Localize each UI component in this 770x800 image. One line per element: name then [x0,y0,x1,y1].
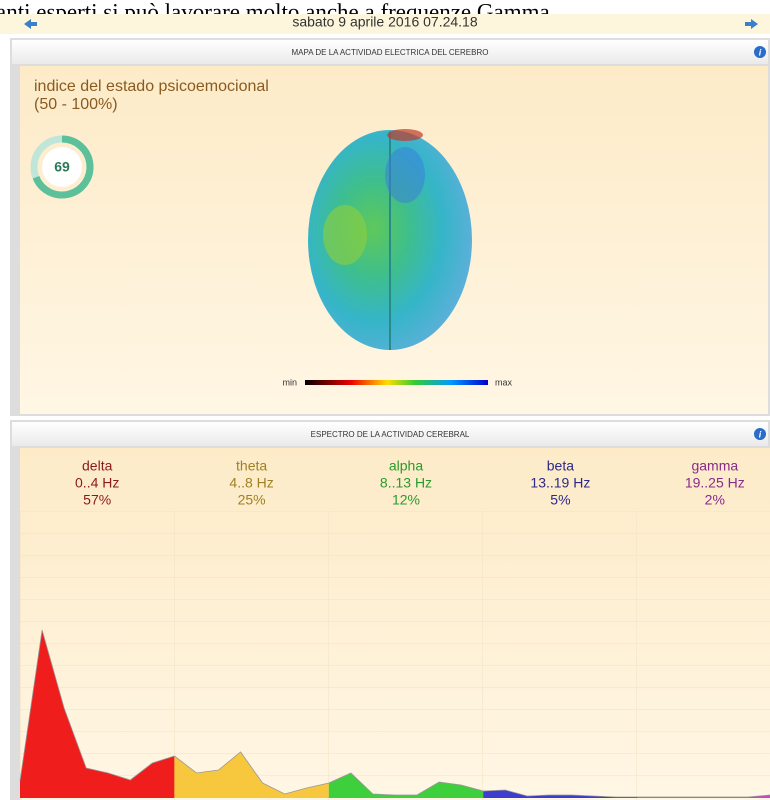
spectrum-title: ESPECTRO DE LA ACTIVIDAD CEREBRAL [311,430,470,439]
band-percent: 12% [392,492,420,508]
screen: anti esperti si può lavorare molto anche… [0,0,770,800]
band-range: 0..4 Hz [75,475,119,491]
band-name: beta [547,458,574,474]
band-range: 19..25 Hz [685,475,745,491]
band-percent: 2% [705,492,725,508]
scale-min: min [282,377,297,387]
page: anti esperti si può lavorare molto anche… [0,0,770,800]
band-range: 8..13 Hz [380,475,432,491]
index-label: indice del estado psicoemocional [34,78,269,95]
band-name: alpha [389,458,423,474]
color-scale [305,380,488,385]
brain-image [308,129,472,350]
band-percent: 57% [83,492,111,508]
date: sabato 9 aprile 2016 07.24.18 [292,14,477,30]
gauge-value: 69 [54,159,70,175]
band-range: 4..8 Hz [229,475,273,491]
map-title: MAPA DE LA ACTIVIDAD ELECTRICA DEL CEREB… [292,48,489,57]
scale-max: max [495,377,513,387]
band-name: theta [236,458,267,474]
band-name: gamma [691,458,738,474]
band-percent: 25% [238,492,266,508]
band-name: delta [82,458,113,474]
spectrum-grid [20,511,770,800]
band-percent: 5% [550,492,570,508]
index-range: (50 - 100%) [34,96,118,113]
band-range: 13..19 Hz [530,475,590,491]
